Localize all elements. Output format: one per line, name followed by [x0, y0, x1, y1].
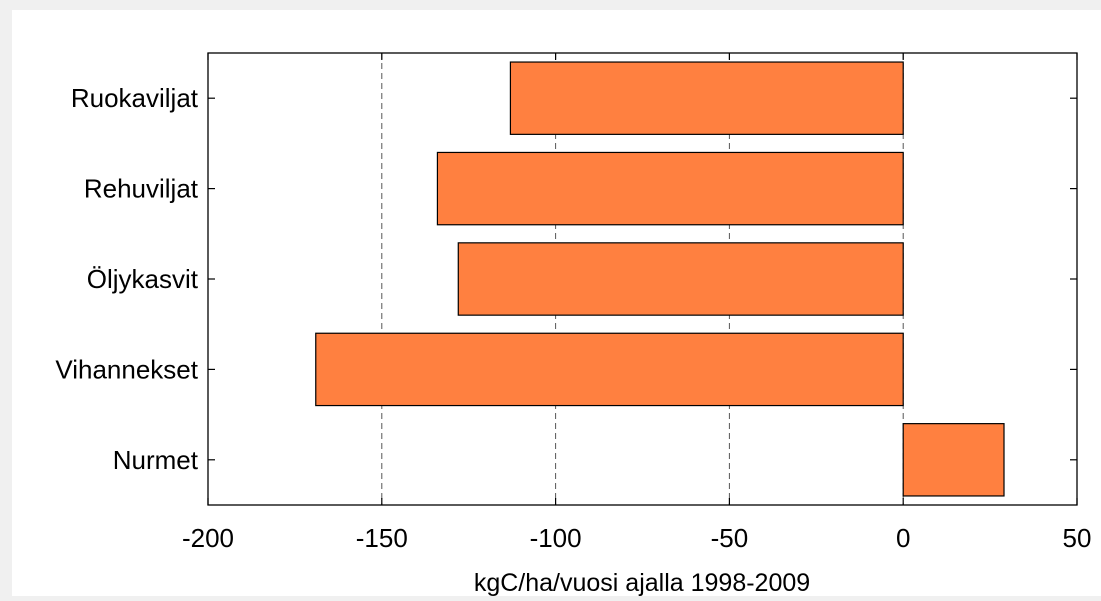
y-tick-labels: Ruokaviljat Rehuviljat Öljykasvit Vihanneks… [55, 83, 198, 475]
bar-2 [436, 151, 904, 226]
bars [315, 61, 1005, 497]
bar-5 [902, 423, 1005, 497]
x-tick-label-0: -200 [182, 523, 234, 553]
x-tick-label-1: -150 [356, 523, 408, 553]
x-axis-label: kgC/ha/vuosi ajalla 1998-2009 [474, 569, 810, 596]
y-tick-label-2: Rehuviljat [84, 174, 199, 204]
bar-3 [457, 242, 904, 316]
bar-4 [315, 332, 904, 407]
bar-1 [509, 61, 904, 135]
x-tick-label-3: -50 [711, 523, 749, 553]
x-tick-label-4: 0 [896, 523, 910, 553]
x-tick-label-2: -100 [530, 523, 582, 553]
y-tick-label-5: Nurmet [113, 445, 199, 475]
y-tick-label-1: Ruokaviljat [71, 83, 199, 113]
y-tick-label-3: Öljykasvit [87, 264, 199, 294]
x-tick-labels: -200 -150 -100 -50 0 50 [182, 523, 1091, 553]
y-tick-label-4: Vihannekset [55, 354, 198, 384]
ticks [207, 53, 1078, 505]
x-tick-label-5: 50 [1063, 523, 1092, 553]
